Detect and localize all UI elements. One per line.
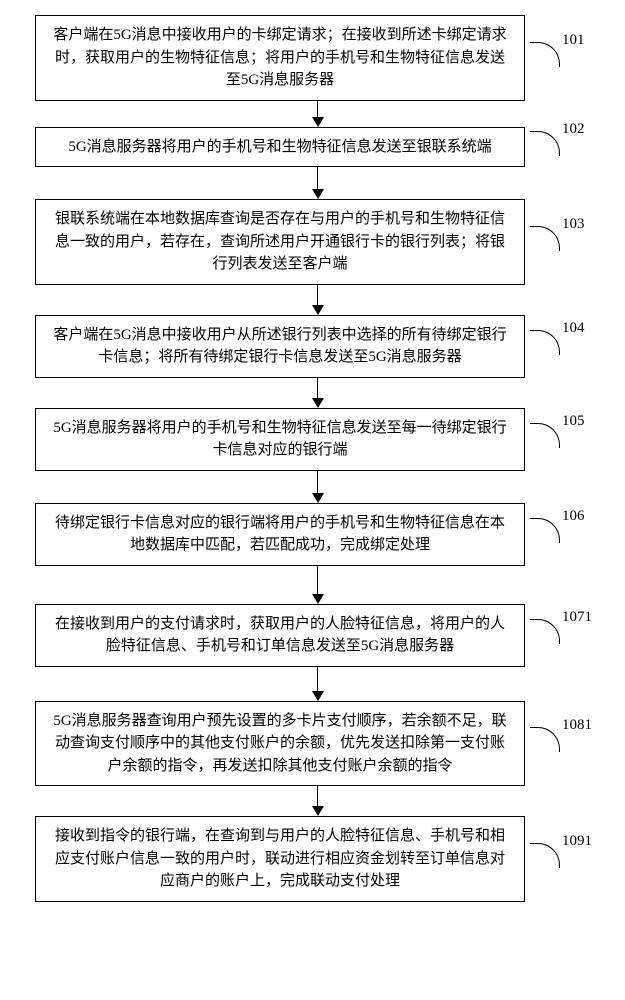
- arrow-104: [73, 378, 563, 408]
- arrow-line: [317, 471, 319, 493]
- arrow-line: [317, 101, 319, 117]
- step-label-1081: 1081: [562, 717, 592, 734]
- step-label-connector-102: 102: [530, 123, 585, 156]
- step-row-1071: 在接收到用户的支付请求时，获取用户的人脸特征信息，将用户的人脸特征信息、手机号和…: [25, 604, 600, 667]
- arrow-105: [73, 471, 563, 503]
- step-row-1081: 5G消息服务器查询用户预先设置的多卡片支付顺序，若余额不足，联动查询支付顺序中的…: [25, 701, 600, 787]
- step-label-101: 101: [562, 32, 585, 49]
- step-row-103: 银联系统端在本地数据库查询是否存在与用户的手机号和生物特征信息一致的用户，若存在…: [25, 199, 600, 285]
- arrow-head-icon: [312, 305, 324, 315]
- arrow-103: [73, 285, 563, 315]
- step-box-101: 客户端在5G消息中接收用户的卡绑定请求；在接收到所述卡绑定请求时，获取用户的生物…: [35, 15, 525, 101]
- arrow-head-icon: [312, 691, 324, 701]
- curve-connector: [530, 131, 560, 156]
- step-label-105: 105: [562, 413, 585, 430]
- step-label-1071: 1071: [562, 609, 592, 626]
- arrow-101: [73, 101, 563, 127]
- curve-connector: [530, 42, 560, 67]
- arrow-head-icon: [312, 594, 324, 604]
- step-box-104: 客户端在5G消息中接收用户从所述银行列表中选择的所有待绑定银行卡信息；将所有待绑…: [35, 315, 525, 378]
- step-label-104: 104: [562, 320, 585, 337]
- arrow-head-icon: [312, 189, 324, 199]
- step-row-101: 客户端在5G消息中接收用户的卡绑定请求；在接收到所述卡绑定请求时，获取用户的生物…: [25, 15, 600, 101]
- step-box-105: 5G消息服务器将用户的手机号和生物特征信息发送至每一待绑定银行卡信息对应的银行端: [35, 408, 525, 471]
- step-box-1081: 5G消息服务器查询用户预先设置的多卡片支付顺序，若余额不足，联动查询支付顺序中的…: [35, 701, 525, 787]
- arrow-line: [317, 167, 319, 189]
- curve-connector: [530, 423, 560, 448]
- curve-connector: [530, 518, 560, 543]
- arrow-1081: [73, 786, 563, 816]
- curve-connector: [530, 226, 560, 251]
- arrow-line: [317, 667, 319, 691]
- step-row-102: 5G消息服务器将用户的手机号和生物特征信息发送至银联系统端102: [25, 127, 600, 168]
- step-box-106: 待绑定银行卡信息对应的银行端将用户的手机号和生物特征信息在本地数据库中匹配，若匹…: [35, 503, 525, 566]
- curve-connector: [530, 330, 560, 355]
- step-label-1091: 1091: [562, 833, 592, 850]
- step-label-connector-1081: 1081: [530, 719, 592, 752]
- step-label-103: 103: [562, 216, 585, 233]
- curve-connector: [530, 619, 560, 644]
- step-box-1071: 在接收到用户的支付请求时，获取用户的人脸特征信息，将用户的人脸特征信息、手机号和…: [35, 604, 525, 667]
- arrow-head-icon: [312, 806, 324, 816]
- step-label-102: 102: [562, 121, 585, 138]
- arrow-106: [73, 566, 563, 604]
- step-label-connector-106: 106: [530, 510, 585, 543]
- step-row-104: 客户端在5G消息中接收用户从所述银行列表中选择的所有待绑定银行卡信息；将所有待绑…: [25, 315, 600, 378]
- step-label-connector-105: 105: [530, 415, 585, 448]
- arrow-line: [317, 378, 319, 398]
- step-label-connector-1091: 1091: [530, 835, 592, 868]
- arrow-1071: [73, 667, 563, 701]
- flowchart-container: 客户端在5G消息中接收用户的卡绑定请求；在接收到所述卡绑定请求时，获取用户的生物…: [25, 15, 600, 902]
- arrow-line: [317, 786, 319, 806]
- arrow-102: [73, 167, 563, 199]
- step-row-105: 5G消息服务器将用户的手机号和生物特征信息发送至每一待绑定银行卡信息对应的银行端…: [25, 408, 600, 471]
- step-label-connector-1071: 1071: [530, 611, 592, 644]
- curve-connector: [530, 727, 560, 752]
- arrow-head-icon: [312, 493, 324, 503]
- step-label-connector-101: 101: [530, 34, 585, 67]
- curve-connector: [530, 843, 560, 868]
- step-row-106: 待绑定银行卡信息对应的银行端将用户的手机号和生物特征信息在本地数据库中匹配，若匹…: [25, 503, 600, 566]
- step-row-1091: 接收到指令的银行端，在查询到与用户的人脸特征信息、手机号和相应支付账户信息一致的…: [25, 816, 600, 902]
- arrow-line: [317, 566, 319, 594]
- arrow-head-icon: [312, 117, 324, 127]
- arrow-line: [317, 285, 319, 305]
- step-label-connector-104: 104: [530, 322, 585, 355]
- step-box-1091: 接收到指令的银行端，在查询到与用户的人脸特征信息、手机号和相应支付账户信息一致的…: [35, 816, 525, 902]
- step-box-103: 银联系统端在本地数据库查询是否存在与用户的手机号和生物特征信息一致的用户，若存在…: [35, 199, 525, 285]
- arrow-head-icon: [312, 398, 324, 408]
- step-label-connector-103: 103: [530, 218, 585, 251]
- step-box-102: 5G消息服务器将用户的手机号和生物特征信息发送至银联系统端: [35, 127, 525, 168]
- step-label-106: 106: [562, 508, 585, 525]
